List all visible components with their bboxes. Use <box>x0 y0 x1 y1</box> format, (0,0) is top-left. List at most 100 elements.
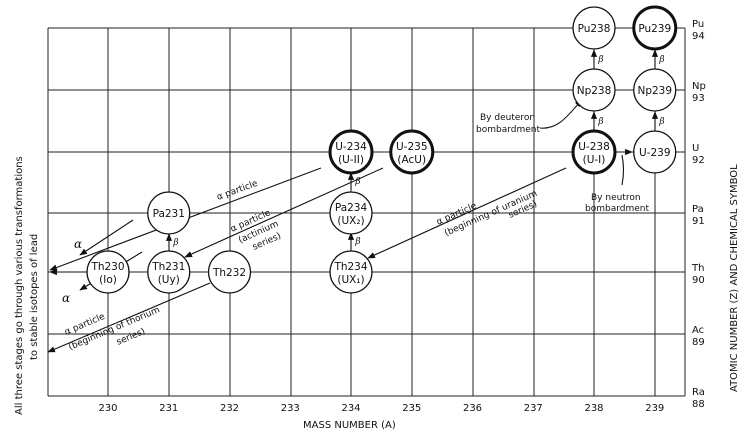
nuclide-circle <box>329 250 373 294</box>
neutron-label-1: By neutron <box>591 193 641 203</box>
nuclide-circle <box>571 129 617 175</box>
y-tick-number: 94 <box>692 31 705 42</box>
beta-label: β <box>354 237 360 247</box>
x-tick-label: 237 <box>524 403 543 414</box>
nuclide-circle <box>328 129 374 175</box>
x-tick-labels: 230 231 232 233 234 235 236 237 238 239 <box>98 403 664 414</box>
nuclide-pa234: Pa234(UX₂) <box>329 191 373 235</box>
nuclide-pa231: Pa231 <box>147 191 191 235</box>
nuclide-u239: U-239 <box>633 130 677 174</box>
thorium-series-label: α particle (beginning of thorium series) <box>63 305 161 353</box>
x-tick-label: 239 <box>645 403 664 414</box>
y-tick-symbol: Ac <box>692 325 704 336</box>
x-axis-title: MASS NUMBER (A) <box>303 420 396 431</box>
y-tick-symbol: Pu <box>692 19 704 30</box>
nuclide-label: U-238 <box>578 141 610 153</box>
nuclide-circle <box>632 5 678 51</box>
nuclide-circle <box>207 250 252 294</box>
nuclide-u238: U-238(U-I) <box>571 129 617 175</box>
x-tick-label: 232 <box>220 403 239 414</box>
y-tick-symbol: Pa <box>692 204 704 215</box>
nuclide-circle <box>147 191 191 235</box>
y-tick-number: 92 <box>692 155 705 166</box>
nuclide-pu238: Pu238 <box>572 6 616 50</box>
nuclide-th234: Th234(UX₁) <box>329 250 373 294</box>
alpha-arrow-pa231 <box>79 219 134 256</box>
neutron-arrow-leader <box>621 154 625 186</box>
nuclide-label: Th232 <box>212 267 246 279</box>
y-tick-symbol: Np <box>692 81 706 92</box>
beta-label: β <box>658 117 664 127</box>
nuclide-label: Pu238 <box>578 23 611 35</box>
nuclide-circle <box>572 68 616 112</box>
neutron-label-2: bombardment <box>585 204 649 214</box>
alpha-label: α <box>74 237 82 251</box>
beta-label: β <box>354 177 360 187</box>
nuclide-u235: U-235(AcU) <box>389 129 435 175</box>
nuclide-np239: Np239 <box>633 68 677 112</box>
beta-labels: β β β β β β β <box>172 55 664 248</box>
beta-label: β <box>658 55 664 65</box>
nuclide-label: Pa231 <box>153 208 185 220</box>
alpha-arrow-th232 <box>47 282 211 353</box>
x-tick-label: 238 <box>584 403 603 414</box>
y-tick-number: 90 <box>692 275 705 286</box>
nuclide-u234: U-234(U-II) <box>328 129 374 175</box>
nuclide-circle <box>572 6 616 50</box>
alpha-arrow-u238 <box>367 167 567 259</box>
nuclide-label: Th230 <box>90 261 124 273</box>
x-tick-label: 236 <box>463 403 482 414</box>
nuclide-sublabel: (Io) <box>99 274 117 286</box>
y-tick-symbol: Ra <box>692 387 705 398</box>
nuclide-sublabel: (UX₂) <box>337 215 364 227</box>
left-annotation-2: to stable isotopes of lead <box>29 234 40 360</box>
nuclide-th230: Th230(Io) <box>86 250 130 294</box>
nuclide-sublabel: (U-I) <box>583 154 606 166</box>
beta-arrows <box>165 49 659 251</box>
nuclide-sublabel: (Uy) <box>158 274 180 286</box>
x-tick-label: 230 <box>98 403 117 414</box>
y-axis-title: ATOMIC NUMBER (Z) AND CHEMICAL SYMBOL <box>729 164 740 392</box>
y-tick-number: 93 <box>692 93 705 104</box>
x-tick-label: 231 <box>159 403 178 414</box>
beta-label: β <box>172 238 178 248</box>
nuclide-circle <box>389 129 435 175</box>
alpha-arrow-u235 <box>184 167 384 258</box>
nuclide-sublabel: (AcU) <box>397 154 426 166</box>
nuclide-sublabel: (U-II) <box>338 154 364 166</box>
x-tick-label: 234 <box>341 403 360 414</box>
alpha-label: α <box>62 291 70 305</box>
y-tick-number: 88 <box>692 399 705 410</box>
actinium-series-label: α particle (actinium series) <box>229 208 283 253</box>
deuteron-arrow <box>539 99 583 129</box>
nuclide-label: Np238 <box>577 85 612 97</box>
nuclide-sublabel: (UX₁) <box>337 274 364 286</box>
nuclide-nodes: Pu238 Pu239 Np238 Np239 U-234(U-II) U-235(AcU… <box>86 5 678 294</box>
uranium-series-label: α particle (beginning of uranium series) <box>435 189 539 239</box>
nuclide-np238: Np238 <box>572 68 616 112</box>
nuclide-circle <box>147 250 191 294</box>
nuclide-label: Np239 <box>637 85 672 97</box>
nuclide-label: Pa234 <box>335 202 368 214</box>
deuteron-label-1: By deuteron <box>480 113 535 123</box>
nuclide-label: U-235 <box>396 141 428 153</box>
nuclide-circle <box>633 68 677 112</box>
nuclide-label: Pu239 <box>638 23 671 35</box>
y-tick-symbol: U <box>692 143 699 154</box>
nuclide-circle <box>633 130 677 174</box>
deuteron-label-2: bombardment <box>476 125 540 135</box>
x-tick-label: 233 <box>281 403 300 414</box>
nuclide-label: U-239 <box>639 147 671 159</box>
beta-label: β <box>597 55 603 65</box>
x-tick-label: 235 <box>402 403 421 414</box>
nuclide-circle <box>86 250 130 294</box>
y-tick-symbol: Th <box>691 263 704 274</box>
left-annotation-1: All three stages go through various tran… <box>14 156 25 415</box>
nuclide-th231: Th231(Uy) <box>147 250 191 294</box>
nuclide-circle <box>329 191 373 235</box>
y-tick-number: 91 <box>692 216 705 227</box>
nuclide-th232: Th232 <box>207 250 252 294</box>
nuclide-label: Th231 <box>151 261 185 273</box>
